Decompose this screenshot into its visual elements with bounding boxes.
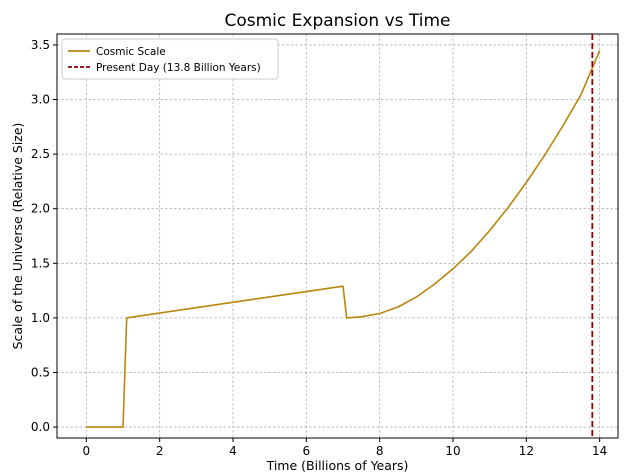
x-tick-label: 10 [445,444,460,458]
x-tick-label: 0 [83,444,91,458]
y-tick-label: 2.0 [31,202,50,216]
y-tick-label: 1.0 [31,311,50,325]
legend-box [61,38,279,80]
legend: Cosmic Scale Present Day (13.8 Billion Ye… [61,38,279,80]
legend-entry-present-day-label: Present Day (13.8 Billion Years) [96,62,261,74]
x-tick-label: 6 [303,444,311,458]
y-tick-label: 1.5 [31,256,50,270]
plot-area-frame [56,33,619,439]
y-tick-label: 3.0 [31,93,50,107]
y-tick-label: 0.5 [31,365,50,379]
y-axis-label: Scale of the Universe (Relative Size) [10,123,25,350]
axis-ticks: 0 2 4 6 8 10 12 14 0.0 0.5 1.0 1.5 2.0 2.5 3.0 3.5 [31,38,607,458]
x-tick-label: 8 [376,444,384,458]
y-tick-label: 0.0 [31,420,50,434]
x-tick-label: 14 [592,444,607,458]
legend-entry-cosmic-scale-label: Cosmic Scale [96,46,166,58]
y-tick-label: 2.5 [31,147,50,161]
y-tick-label: 3.5 [31,38,50,52]
x-tick-label: 2 [156,444,164,458]
x-tick-label: 12 [519,444,534,458]
grid [57,34,618,438]
series-line-cosmic-scale [86,50,601,428]
x-tick-label: 4 [229,444,237,458]
series-layer [86,34,601,438]
x-axis-label: Time (Billions of Years) [266,458,409,473]
chart-title: Cosmic Expansion vs Time [224,11,450,31]
